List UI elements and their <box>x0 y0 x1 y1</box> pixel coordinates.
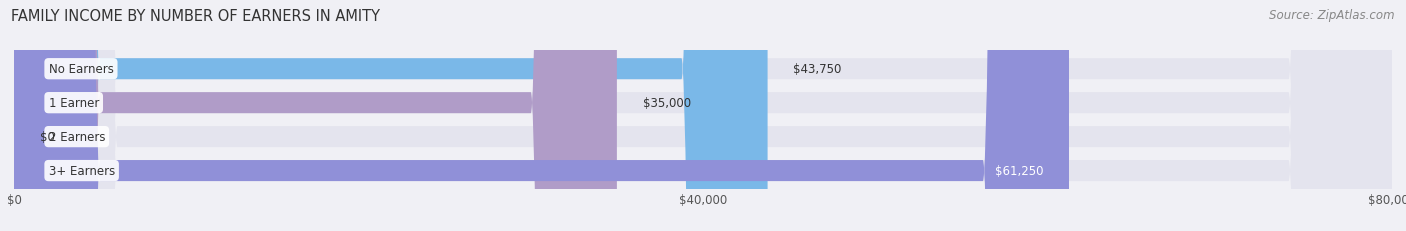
FancyBboxPatch shape <box>14 0 1392 231</box>
Text: $0: $0 <box>39 131 55 143</box>
Text: No Earners: No Earners <box>48 63 114 76</box>
Text: $35,000: $35,000 <box>643 97 690 110</box>
Text: $61,250: $61,250 <box>994 164 1043 177</box>
FancyBboxPatch shape <box>14 0 1069 231</box>
Text: Source: ZipAtlas.com: Source: ZipAtlas.com <box>1270 9 1395 22</box>
FancyBboxPatch shape <box>14 0 1392 231</box>
FancyBboxPatch shape <box>14 0 617 231</box>
Text: FAMILY INCOME BY NUMBER OF EARNERS IN AMITY: FAMILY INCOME BY NUMBER OF EARNERS IN AM… <box>11 9 380 24</box>
Text: 1 Earner: 1 Earner <box>48 97 98 110</box>
FancyBboxPatch shape <box>14 0 1392 231</box>
Text: 3+ Earners: 3+ Earners <box>48 164 115 177</box>
Text: $43,750: $43,750 <box>793 63 842 76</box>
FancyBboxPatch shape <box>14 0 768 231</box>
FancyBboxPatch shape <box>14 0 1392 231</box>
Text: 2 Earners: 2 Earners <box>48 131 105 143</box>
